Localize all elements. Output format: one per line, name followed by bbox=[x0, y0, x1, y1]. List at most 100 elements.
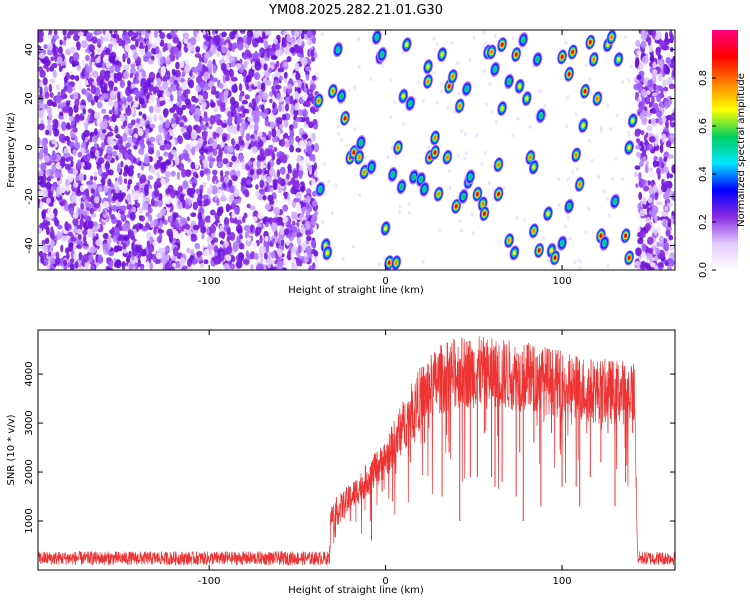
noise-speckle bbox=[70, 160, 74, 168]
noise-speckle bbox=[193, 97, 199, 103]
noise-speckle bbox=[640, 130, 645, 136]
noise-speckle bbox=[83, 174, 87, 181]
noise-speckle bbox=[641, 55, 649, 64]
noise-speckle bbox=[291, 232, 297, 238]
noise-speckle bbox=[103, 120, 108, 130]
faint-speckle bbox=[450, 40, 454, 45]
noise-speckle bbox=[87, 230, 93, 238]
signal-blob bbox=[333, 41, 343, 58]
noise-speckle bbox=[47, 43, 53, 51]
noise-speckle bbox=[255, 96, 260, 104]
noise-speckle bbox=[289, 124, 294, 131]
noise-speckle bbox=[246, 35, 252, 46]
noise-speckle bbox=[264, 40, 269, 50]
signal-blob bbox=[592, 90, 603, 107]
noise-speckle bbox=[94, 149, 100, 158]
noise-speckle bbox=[104, 244, 109, 254]
faint-speckle bbox=[432, 71, 436, 76]
noise-speckle bbox=[124, 222, 131, 232]
noise-speckle bbox=[38, 176, 44, 181]
noise-speckle bbox=[644, 96, 651, 105]
noise-speckle bbox=[654, 214, 658, 224]
noise-speckle bbox=[286, 56, 292, 63]
noise-speckle bbox=[640, 32, 648, 40]
noise-speckle bbox=[85, 32, 92, 42]
y-tick-label: 3000 bbox=[24, 410, 35, 435]
noise-speckle bbox=[91, 227, 99, 233]
noise-speckle bbox=[260, 164, 267, 169]
noise-speckle bbox=[250, 251, 256, 260]
noise-speckle bbox=[100, 178, 105, 184]
noise-speckle bbox=[220, 62, 227, 72]
noise-speckle bbox=[641, 116, 648, 126]
noise-speckle bbox=[281, 114, 287, 121]
faint-speckle bbox=[456, 61, 460, 66]
noise-speckle bbox=[208, 145, 214, 153]
noise-speckle bbox=[239, 58, 243, 64]
noise-speckle bbox=[52, 62, 58, 68]
noise-speckle bbox=[131, 235, 136, 241]
noise-speckle bbox=[240, 90, 245, 97]
noise-speckle bbox=[251, 61, 256, 71]
noise-speckle bbox=[208, 137, 214, 145]
noise-speckle bbox=[177, 135, 183, 145]
noise-speckle bbox=[259, 188, 266, 195]
noise-speckle bbox=[69, 207, 74, 216]
noise-speckle bbox=[95, 30, 103, 35]
noise-speckle bbox=[189, 248, 195, 256]
noise-speckle bbox=[39, 30, 44, 39]
noise-speckle bbox=[272, 182, 278, 190]
faint-speckle bbox=[446, 106, 450, 110]
noise-speckle bbox=[160, 56, 164, 66]
noise-speckle bbox=[300, 56, 308, 66]
noise-speckle bbox=[82, 253, 89, 263]
noise-speckle bbox=[250, 134, 255, 139]
noise-speckle bbox=[76, 244, 81, 249]
noise-speckle bbox=[139, 118, 145, 128]
noise-speckle bbox=[295, 72, 301, 81]
noise-speckle bbox=[643, 185, 650, 192]
noise-speckle bbox=[634, 130, 641, 137]
faint-speckle bbox=[394, 155, 398, 160]
noise-speckle bbox=[195, 163, 199, 170]
noise-speckle bbox=[199, 184, 204, 190]
faint-speckle bbox=[605, 196, 609, 201]
noise-speckle bbox=[663, 86, 669, 92]
noise-speckle bbox=[258, 131, 263, 137]
noise-speckle bbox=[224, 170, 230, 176]
noise-speckle bbox=[239, 146, 244, 151]
noise-speckle bbox=[154, 30, 158, 39]
faint-speckle bbox=[587, 138, 591, 143]
noise-speckle bbox=[152, 155, 158, 164]
noise-speckle bbox=[112, 235, 117, 243]
noise-speckle bbox=[50, 241, 55, 248]
noise-speckle bbox=[186, 127, 190, 134]
noise-speckle bbox=[125, 142, 131, 149]
faint-speckle bbox=[587, 206, 591, 211]
faint-speckle bbox=[390, 145, 394, 150]
noise-speckle bbox=[39, 109, 44, 120]
noise-speckle bbox=[284, 45, 291, 56]
noise-speckle bbox=[280, 239, 285, 247]
noise-speckle bbox=[42, 174, 47, 183]
noise-speckle bbox=[72, 30, 78, 35]
noise-speckle bbox=[255, 263, 263, 270]
noise-speckle bbox=[85, 198, 89, 208]
noise-speckle bbox=[44, 237, 50, 245]
noise-speckle bbox=[85, 65, 90, 73]
noise-speckle bbox=[641, 88, 647, 98]
colorbar-tick-label: 0.0 bbox=[698, 262, 709, 278]
noise-speckle bbox=[148, 184, 153, 189]
noise-speckle bbox=[59, 39, 63, 46]
noise-speckle bbox=[209, 183, 213, 194]
noise-speckle bbox=[60, 244, 64, 253]
noise-speckle bbox=[253, 81, 258, 87]
noise-speckle bbox=[212, 64, 217, 74]
noise-speckle bbox=[635, 247, 642, 256]
noise-speckle bbox=[111, 37, 117, 46]
noise-speckle bbox=[172, 36, 180, 44]
noise-speckle bbox=[220, 105, 226, 112]
noise-speckle bbox=[123, 70, 130, 80]
noise-speckle bbox=[305, 156, 310, 164]
noise-speckle bbox=[185, 198, 189, 206]
